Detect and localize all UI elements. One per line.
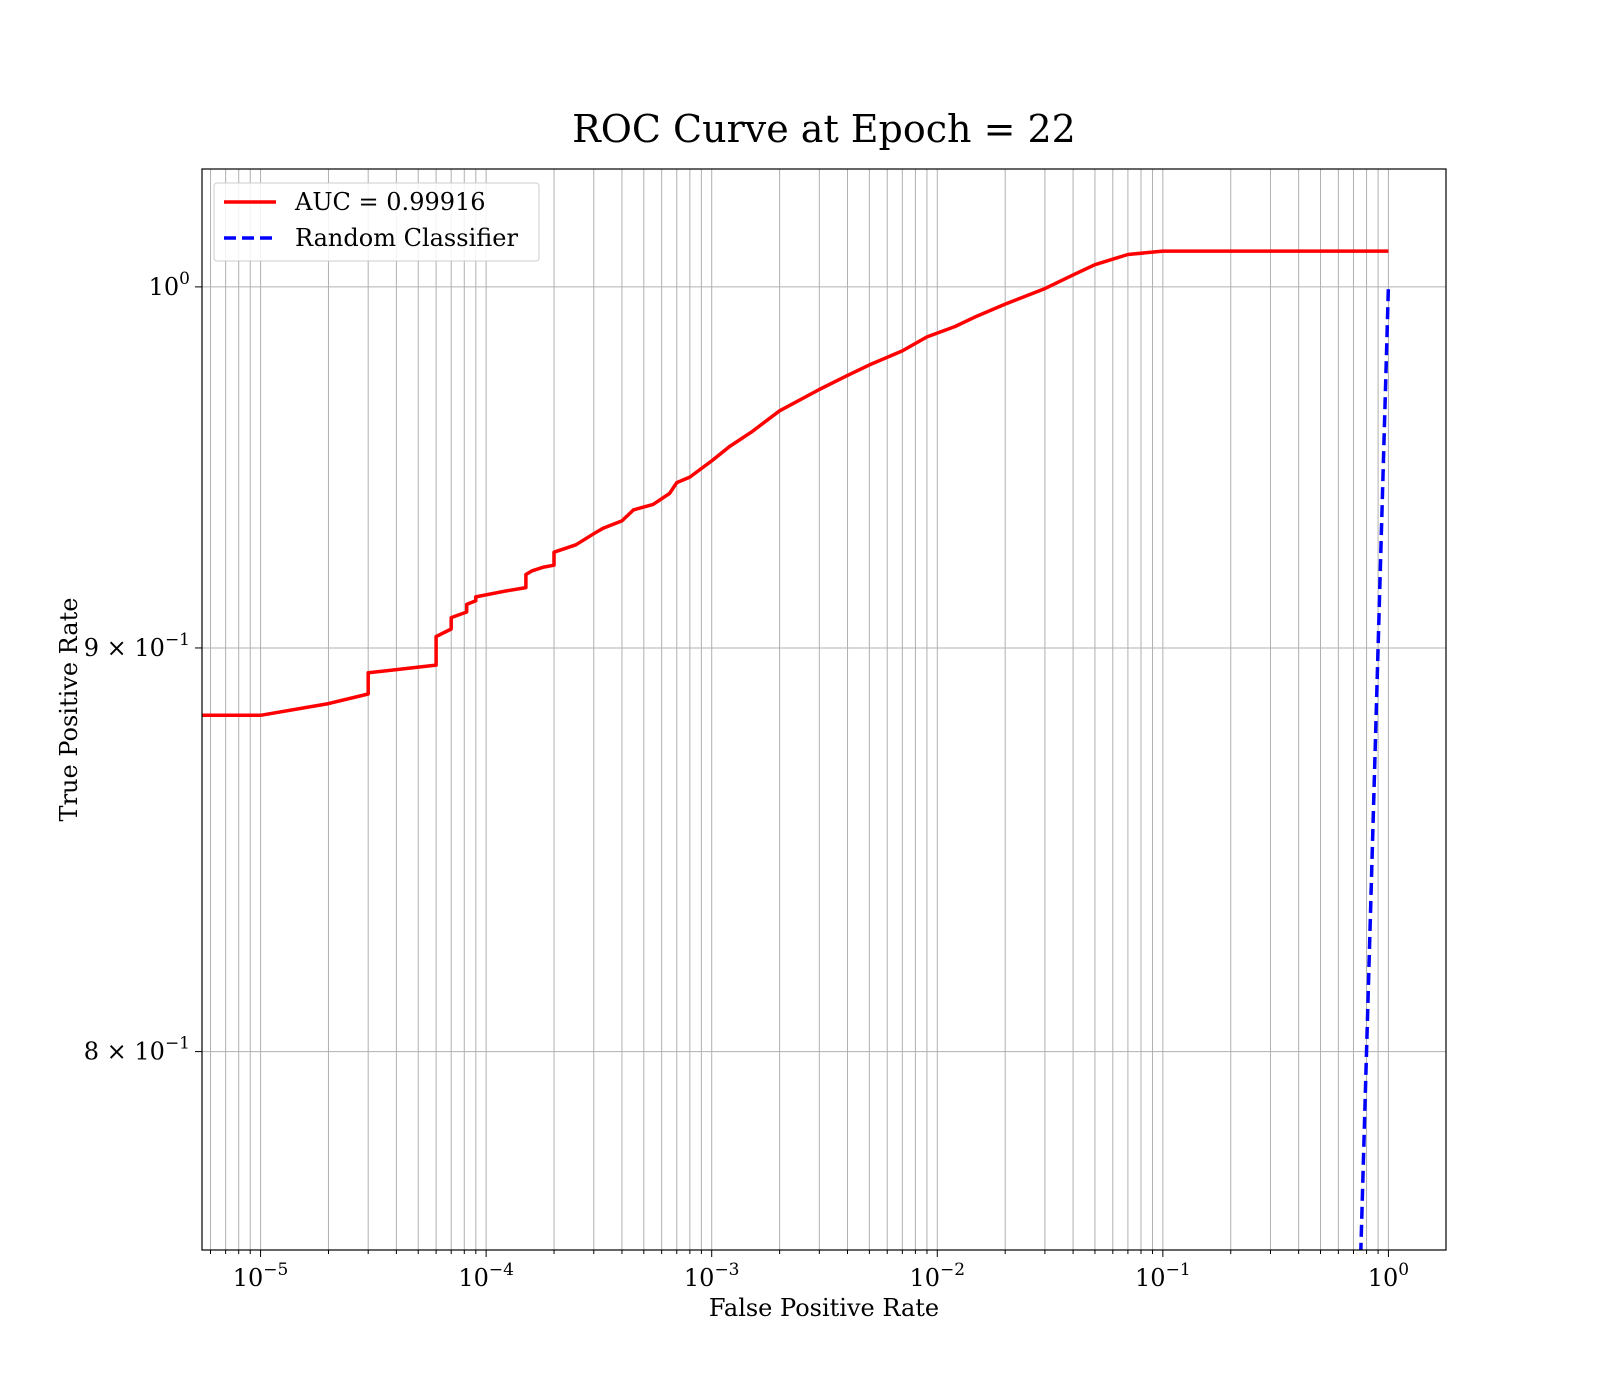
axes-frame <box>201 168 1447 1251</box>
y-tick-label: 9 × 10−1 <box>84 630 190 662</box>
y-tick-label: 100 <box>149 269 190 301</box>
x-tick-label: 100 <box>1368 1260 1409 1292</box>
y-axis-label: True Positive Rate <box>55 598 83 822</box>
x-tick-label: 10−1 <box>1135 1260 1191 1292</box>
tick-layer: 10−5 10−4 10−3 10−2 10−1 100 100 9 × 10−1 8 × 10… <box>84 269 1409 1292</box>
legend-label-auc: AUC = 0.99916 <box>294 188 486 216</box>
series-layer <box>202 249 1391 1250</box>
y-tick-label: 8 × 10−1 <box>84 1034 190 1066</box>
x-tick-label: 10−2 <box>909 1260 965 1292</box>
series-line-0 <box>202 249 1389 718</box>
chart-title: ROC Curve at Epoch = 22 <box>572 107 1076 151</box>
x-tick-label: 10−3 <box>684 1260 740 1292</box>
grid <box>202 169 1446 1250</box>
x-tick-label: 10−4 <box>458 1260 514 1292</box>
legend-box <box>213 182 540 262</box>
legend: AUC = 0.99916 Random Classifier <box>213 182 540 262</box>
x-tick-label: 10−5 <box>233 1260 289 1292</box>
series-line-1 <box>1359 286 1391 1250</box>
x-axis-label: False Positive Rate <box>709 1294 939 1322</box>
legend-label-random-classifier: Random Classifier <box>295 224 518 252</box>
